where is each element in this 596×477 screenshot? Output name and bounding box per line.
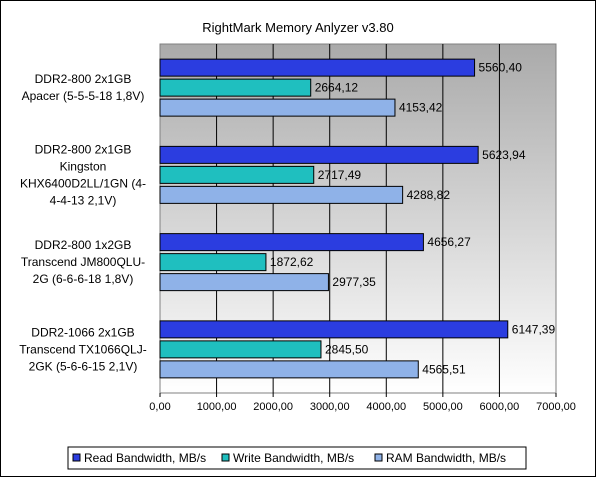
legend-swatch	[221, 453, 230, 462]
category-label-line: DDR2-800 1x2GB	[35, 238, 132, 252]
category-label-line: DDR2-1066 2x1GB	[31, 325, 134, 339]
category-label: DDR2-800 1x2GB Transcend JM800QLU- 2G (6-6…	[21, 238, 145, 286]
bar-value-label: 4153,42	[399, 101, 443, 115]
bar-value-label: 6147,39	[512, 322, 556, 336]
x-tick-label: 3000,00	[310, 401, 350, 413]
bars	[159, 58, 509, 379]
x-tick-label: 6000,00	[480, 401, 520, 413]
bar-value-label: 4565,51	[422, 362, 466, 376]
bar	[159, 253, 267, 272]
category-label: DDR2-1066 2x1GB Transcend TX1066QLJ- 2GK (…	[19, 325, 146, 373]
category-label-line: Kingston	[60, 159, 107, 173]
x-tick-label: 0,00	[149, 401, 170, 413]
bar	[159, 360, 419, 379]
bar-value-label: 4656,27	[427, 235, 471, 249]
bar-value-label: 5623,94	[482, 148, 526, 162]
bar-value-label: 2717,49	[318, 168, 362, 182]
bar-value-label: 2664,12	[315, 81, 359, 95]
bar	[159, 78, 312, 97]
bar-value-label: 1872,62	[270, 255, 314, 269]
category-label-line: KHX6400D2LL/1GN (4-	[20, 176, 146, 190]
legend-swatch	[374, 453, 383, 462]
bar-value-label: 2845,50	[325, 342, 369, 356]
x-tick-label: 7000,00	[536, 401, 576, 413]
value-labels: 5560,40 2664,12 4153,42 5623,94 2717,49 4288,…	[270, 61, 556, 377]
bar	[159, 340, 322, 359]
bar-value-label: 2977,35	[332, 275, 376, 289]
chart-title: RightMark Memory Anlyzer v3.80	[202, 20, 393, 35]
bar	[159, 185, 404, 204]
category-labels: DDR2-800 2x1GB Apacer (5-5-5-18 1,8V)DDR2…	[19, 72, 146, 373]
bar	[159, 58, 476, 77]
bar	[159, 165, 315, 184]
x-tick-label: 2000,00	[253, 401, 293, 413]
bar	[159, 320, 509, 339]
bar	[159, 145, 479, 164]
category-label: DDR2-800 2x1GB Apacer (5-5-5-18 1,8V)	[22, 72, 145, 103]
legend-box	[67, 446, 527, 470]
x-axis-ticks: 0,00 1000,00 2000,00 3000,00 4000,00 5000,00 6…	[149, 393, 576, 413]
bar-value-label: 5560,40	[479, 61, 523, 75]
x-tick-label: 1000,00	[197, 401, 237, 413]
bar-value-label: 4288,82	[407, 188, 451, 202]
legend-swatch	[72, 453, 81, 462]
category-label-line: Apacer (5-5-5-18 1,8V)	[22, 89, 145, 103]
category-label: DDR2-800 2x1GB Kingston KHX6400D2LL/1GN (4…	[20, 142, 146, 207]
category-label-line: 2G (6-6-6-18 1,8V)	[33, 272, 134, 286]
legend-label: RAM Bandwidth, MB/s	[386, 451, 506, 465]
legend: Read Bandwidth, MB/s Write Bandwidth, MB/…	[67, 446, 527, 470]
category-label-line: 2GK (5-6-6-15 2,1V)	[29, 359, 138, 373]
bar	[159, 98, 396, 117]
legend-label: Read Bandwidth, MB/s	[84, 451, 206, 465]
category-label-line: Transcend TX1066QLJ-	[19, 342, 146, 356]
bar	[159, 273, 329, 292]
x-tick-label: 5000,00	[423, 401, 463, 413]
category-label-line: DDR2-800 2x1GB	[35, 142, 132, 156]
category-label-line: DDR2-800 2x1GB	[35, 72, 132, 86]
category-label-line: Transcend JM800QLU-	[21, 255, 145, 269]
x-tick-label: 4000,00	[366, 401, 406, 413]
category-label-line: 4-4-13 2,1V)	[50, 193, 117, 207]
legend-label: Write Bandwidth, MB/s	[233, 451, 354, 465]
bar	[159, 233, 424, 252]
